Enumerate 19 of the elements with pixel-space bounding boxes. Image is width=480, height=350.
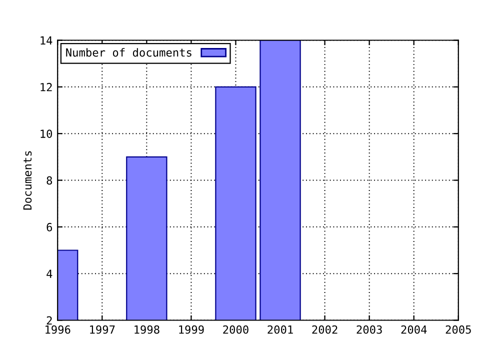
- x-tick-label: 1997: [90, 325, 115, 334]
- x-tick-label: 2002: [312, 325, 338, 334]
- x-tick-label: 2005: [446, 325, 471, 334]
- y-tick-label: 14: [40, 36, 52, 44]
- legend-label: Number of documents: [66, 48, 192, 57]
- y-tick-label: 4: [46, 270, 52, 278]
- x-tick-label: 2000: [223, 325, 248, 334]
- x-tick-label: 2001: [268, 325, 293, 334]
- y-tick-label: 12: [40, 82, 52, 92]
- y-tick-label: 6: [46, 222, 52, 232]
- x-tick-label: 1998: [134, 325, 160, 334]
- x-tick-label: 2004: [401, 325, 427, 334]
- y-tick-label: 10: [40, 130, 52, 138]
- y-tick-label: 8: [46, 176, 52, 185]
- y-tick-label: 2: [46, 316, 52, 324]
- x-tick-label: 1996: [46, 325, 70, 334]
- x-tick-label: 1999: [179, 325, 204, 334]
- x-tick-label: 2003: [356, 325, 382, 334]
- y-axis-title: Documents: [23, 151, 32, 210]
